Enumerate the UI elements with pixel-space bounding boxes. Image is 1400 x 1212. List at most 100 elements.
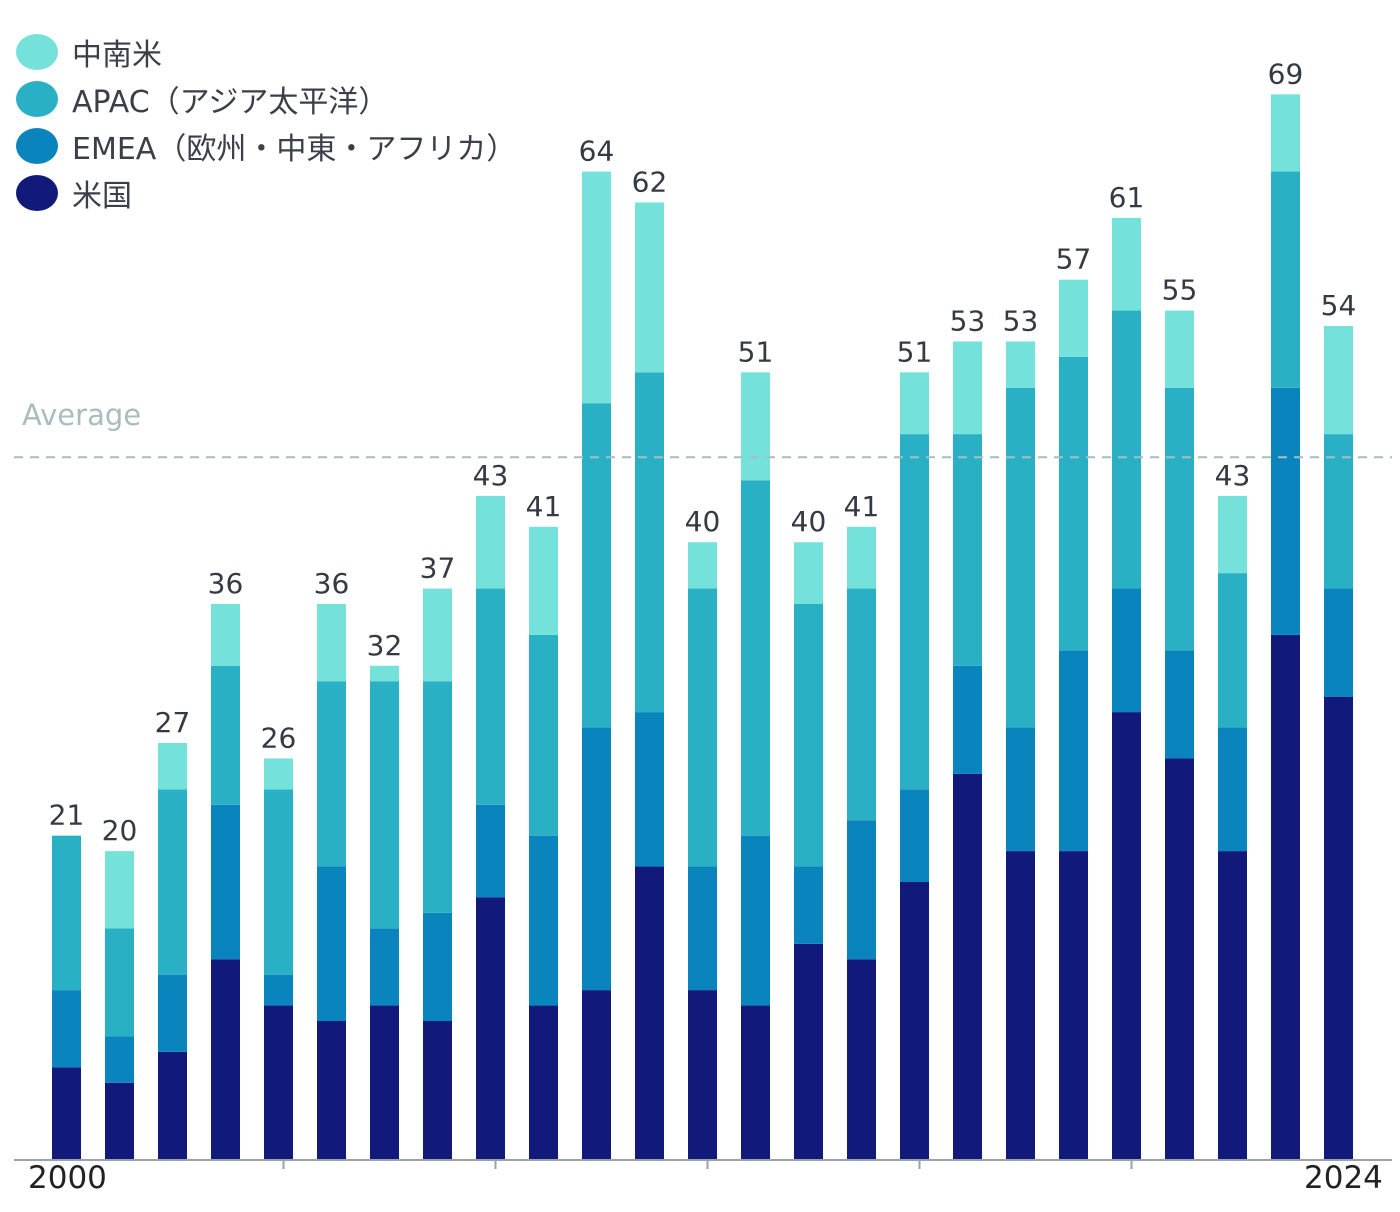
bar-segment-2024-s1 (1324, 588, 1353, 697)
bar-segment-2024-s2 (1324, 434, 1353, 589)
bar-segment-2003-s3 (211, 604, 240, 666)
bar-segment-2006-s1 (370, 928, 399, 1006)
bar-segment-2002-s1 (158, 974, 187, 1052)
bar-segment-2020-s2 (1112, 310, 1141, 589)
x-tick-label-last: 2024 (1304, 1160, 1383, 1196)
bar-segment-2016-s0 (900, 882, 929, 1160)
bar-segment-2015-s0 (847, 959, 876, 1160)
bar-segment-2004-s3 (264, 758, 293, 790)
bar-segment-2007-s0 (423, 1021, 452, 1160)
total-label-2001: 20 (102, 814, 138, 847)
legend-label: 中南米 (72, 37, 162, 73)
bar-segment-2017-s0 (953, 773, 982, 1160)
x-tick-label-first: 2000 (28, 1160, 107, 1196)
bar-segment-2020-s3 (1112, 217, 1141, 311)
bar-segment-2000-s2 (52, 835, 81, 991)
bar-segment-2005-s1 (317, 866, 346, 1021)
bar-segment-2016-s1 (900, 789, 929, 882)
legend-label: APAC（アジア太平洋） (72, 84, 389, 120)
total-label-2005: 36 (314, 567, 350, 600)
bar-segment-2018-s3 (1006, 341, 1035, 388)
bar-segment-2005-s0 (317, 1021, 346, 1160)
bar-segment-2007-s3 (423, 588, 452, 682)
bar-segment-2021-s3 (1165, 310, 1194, 388)
bar-segment-2009-s1 (529, 835, 558, 1006)
bar-segment-2014-s1 (794, 866, 823, 944)
bar-segment-2008-s3 (476, 495, 505, 589)
bar-segment-2016-s2 (900, 434, 929, 790)
bar-segment-2010-s2 (582, 403, 611, 728)
bar-segment-2009-s3 (529, 526, 558, 635)
total-label-2010: 64 (579, 135, 615, 168)
bar-segment-2023-s1 (1271, 387, 1300, 635)
bar-segment-2017-s2 (953, 434, 982, 666)
bar-segment-2012-s3 (688, 542, 717, 589)
bar-segment-2013-s2 (741, 480, 770, 836)
total-label-2013: 51 (738, 335, 774, 368)
legend-item: 中南米 (16, 28, 516, 75)
bar-segment-2007-s2 (423, 681, 452, 913)
bar-segment-2001-s1 (105, 1036, 134, 1083)
bar-segment-2014-s2 (794, 604, 823, 867)
bar-segment-2011-s2 (635, 372, 664, 713)
legend-swatch (16, 80, 58, 117)
bar-segment-2020-s1 (1112, 588, 1141, 713)
bar-segment-2011-s3 (635, 202, 664, 373)
bar-segment-2022-s2 (1218, 573, 1247, 728)
total-label-2016: 51 (897, 335, 933, 368)
total-label-2017: 53 (950, 304, 986, 337)
bar-segment-2015-s1 (847, 820, 876, 960)
bar-segment-2001-s0 (105, 1082, 134, 1160)
total-label-2004: 26 (261, 721, 297, 754)
bar-segment-2005-s2 (317, 681, 346, 867)
bar-segment-2022-s0 (1218, 851, 1247, 1160)
total-label-2019: 57 (1056, 243, 1092, 276)
bar-segment-2013-s3 (741, 372, 770, 481)
total-label-2008: 43 (473, 459, 509, 492)
bar-segment-2012-s1 (688, 866, 717, 991)
bar-segment-2007-s1 (423, 912, 452, 1021)
average-label: Average (22, 398, 142, 432)
total-label-2020: 61 (1109, 181, 1145, 214)
bar-segment-2021-s0 (1165, 758, 1194, 1160)
bar-segment-2019-s1 (1059, 650, 1088, 852)
bar-segment-2014-s3 (794, 542, 823, 604)
bar-segment-2019-s2 (1059, 356, 1088, 651)
bar-segment-2001-s2 (105, 928, 134, 1037)
legend-item: APAC（アジア太平洋） (16, 75, 516, 122)
bar-segment-2008-s0 (476, 897, 505, 1160)
bar-segment-2016-s3 (900, 372, 929, 435)
total-label-2006: 32 (367, 629, 403, 662)
bar-segment-2002-s3 (158, 743, 187, 790)
bar-segment-2008-s2 (476, 588, 505, 805)
bar-segment-2009-s2 (529, 634, 558, 836)
bar-segment-2017-s1 (953, 665, 982, 774)
bar-segment-2023-s0 (1271, 634, 1300, 1160)
total-label-2000: 21 (49, 799, 85, 832)
total-label-2003: 36 (208, 567, 244, 600)
bar-segment-2002-s2 (158, 789, 187, 975)
bar-segment-2013-s1 (741, 835, 770, 1006)
bar-segment-2006-s0 (370, 1005, 399, 1160)
bar-segment-2011-s0 (635, 866, 664, 1160)
bar-segment-2018-s0 (1006, 851, 1035, 1160)
bars-group (52, 94, 1353, 1160)
bar-segment-2011-s1 (635, 712, 664, 867)
total-labels-group: 21 20 27 36 26 36 32 37 43 41 64 62 40 51 40 41 51 53 53 57… (49, 57, 1357, 847)
bar-segment-2020-s0 (1112, 712, 1141, 1160)
bar-segment-2015-s2 (847, 588, 876, 821)
bar-segment-2004-s2 (264, 789, 293, 975)
total-label-2015: 41 (844, 490, 880, 523)
bar-segment-2012-s0 (688, 990, 717, 1160)
bar-segment-2006-s3 (370, 665, 399, 682)
bar-segment-2010-s3 (582, 171, 611, 404)
bar-segment-2006-s2 (370, 681, 399, 929)
x-axis-ticks (282, 1160, 1133, 1169)
bar-segment-2022-s3 (1218, 495, 1247, 574)
total-label-2014: 40 (791, 505, 827, 538)
bar-segment-2009-s0 (529, 1005, 558, 1160)
legend: 中南米 APAC（アジア太平洋） EMEA（欧州・中東・アフリカ） 米国 (16, 28, 516, 216)
bar-segment-2021-s1 (1165, 650, 1194, 759)
bar-segment-2001-s3 (105, 851, 134, 929)
